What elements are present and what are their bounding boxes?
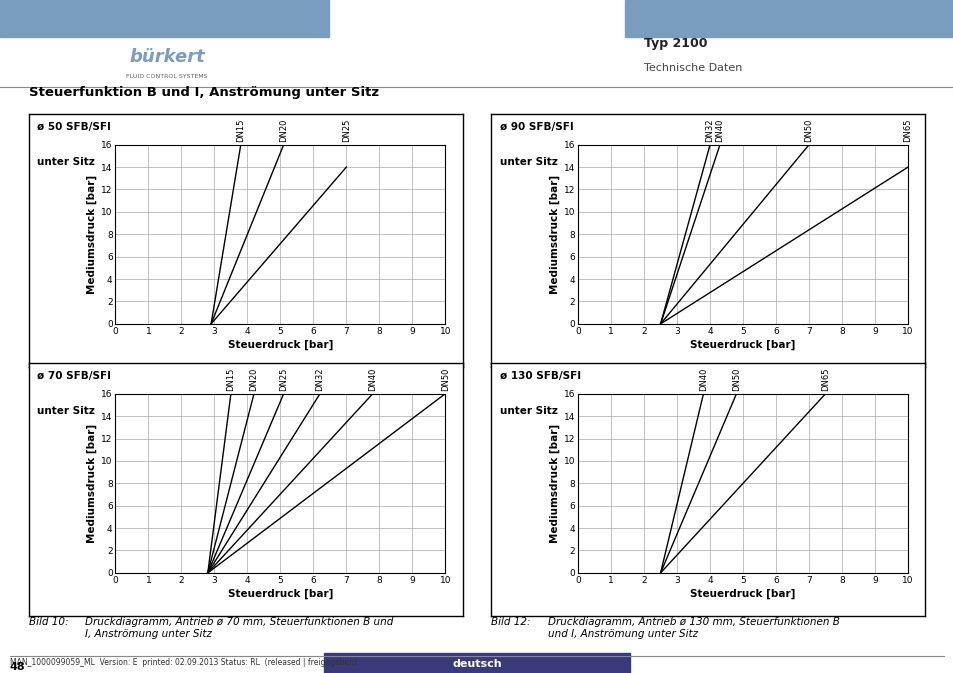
Text: Bild 9:: Bild 9: [29,368,61,378]
Text: DN32: DN32 [315,368,324,392]
Text: bürkert: bürkert [129,48,205,66]
Text: DN50: DN50 [440,368,450,392]
Text: DN40: DN40 [715,119,723,143]
Text: Bild 10:: Bild 10: [29,617,68,627]
Text: DN25: DN25 [341,119,351,143]
Text: unter Sitz: unter Sitz [37,406,95,417]
Text: Druckdiagramm, Antrieb ø 70 mm, Steuerfunktionen B und
I, Anströmung unter Sitz: Druckdiagramm, Antrieb ø 70 mm, Steuerfu… [85,617,393,639]
Text: ø 90 SFB/SFI: ø 90 SFB/SFI [499,122,573,132]
X-axis label: Steuerdruck [bar]: Steuerdruck [bar] [228,340,333,350]
Text: Bild 12:: Bild 12: [491,617,530,627]
Text: ø 50 SFB/SFI: ø 50 SFB/SFI [37,122,112,132]
Bar [624,0,953,37]
Text: deutsch: deutsch [452,659,501,668]
Text: unter Sitz: unter Sitz [37,157,95,168]
Text: DN65: DN65 [821,368,829,392]
X-axis label: Steuerdruck [bar]: Steuerdruck [bar] [690,340,795,350]
Text: DN25: DN25 [279,368,288,392]
Text: ø 70 SFB/SFI: ø 70 SFB/SFI [37,371,112,381]
Text: unter Sitz: unter Sitz [499,157,558,168]
Bar [324,653,629,673]
Text: Druckdiagramm, Antrieb ø 90 mm, Steuerfunktionen B und
I, Anströmung unter Sitz: Druckdiagramm, Antrieb ø 90 mm, Steuerfu… [547,368,855,390]
Text: DN40: DN40 [368,368,376,392]
X-axis label: Steuerdruck [bar]: Steuerdruck [bar] [690,589,795,599]
Y-axis label: Mediumsdruck [bar]: Mediumsdruck [bar] [87,175,97,294]
Text: DN20: DN20 [250,368,258,392]
Text: DN65: DN65 [902,119,912,143]
Bar [0,0,329,37]
Y-axis label: Mediumsdruck [bar]: Mediumsdruck [bar] [549,175,559,294]
Text: DN20: DN20 [279,119,288,143]
Text: Bild 11:: Bild 11: [491,368,530,378]
Text: ø 130 SFB/SFI: ø 130 SFB/SFI [499,371,580,381]
Text: DN50: DN50 [731,368,740,392]
Text: Druckdiagramm, Antrieb ø 130 mm, Steuerfunktionen B
und I, Anströmung unter Sitz: Druckdiagramm, Antrieb ø 130 mm, Steuerf… [547,617,839,639]
Text: DN32: DN32 [705,119,714,143]
Text: 48: 48 [10,662,25,672]
Y-axis label: Mediumsdruck [bar]: Mediumsdruck [bar] [87,424,97,543]
Text: Druckdiagramm, Antrieb ø 50 mm, Steuerfunktionen B und
I, Anströmung unter Sitz: Druckdiagramm, Antrieb ø 50 mm, Steuerfu… [85,368,393,390]
Text: Technische Daten: Technische Daten [643,63,741,73]
Text: DN50: DN50 [803,119,813,143]
Text: DN15: DN15 [226,368,235,392]
Text: Typ 2100: Typ 2100 [643,37,707,50]
X-axis label: Steuerdruck [bar]: Steuerdruck [bar] [228,589,333,599]
Y-axis label: Mediumsdruck [bar]: Mediumsdruck [bar] [549,424,559,543]
Text: MAN_1000099059_ML  Version: E  printed: 02.09.2013 Status: RL  (released | freig: MAN_1000099059_ML Version: E printed: 02… [10,658,356,667]
Text: DN40: DN40 [699,368,707,392]
Text: unter Sitz: unter Sitz [499,406,558,417]
Text: Steuerfunktion B und I, Anströmung unter Sitz: Steuerfunktion B und I, Anströmung unter… [29,86,378,99]
Text: FLUID CONTROL SYSTEMS: FLUID CONTROL SYSTEMS [126,73,208,79]
Text: DN15: DN15 [236,119,245,143]
